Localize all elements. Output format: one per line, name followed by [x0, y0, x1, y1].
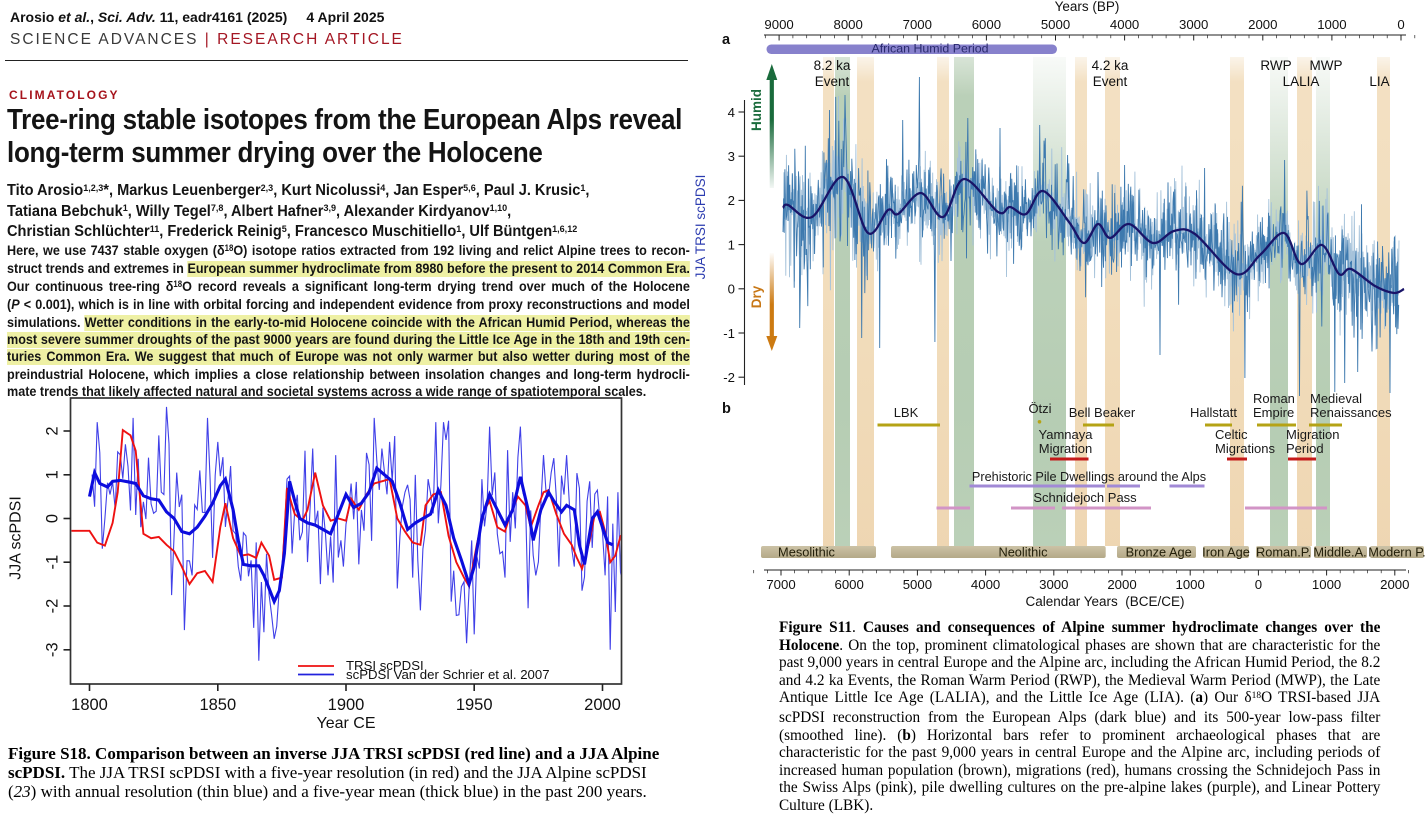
svg-text:Years (BP): Years (BP): [1055, 0, 1120, 14]
svg-text:a: a: [722, 32, 731, 48]
svg-text:Celtic: Celtic: [1215, 427, 1248, 442]
svg-text:Event: Event: [815, 74, 850, 89]
svg-text:Neolithic: Neolithic: [998, 545, 1048, 560]
svg-text:3000: 3000: [1179, 17, 1208, 32]
svg-text:1000: 1000: [1176, 577, 1205, 592]
svg-text:Mesolithic: Mesolithic: [778, 545, 835, 560]
svg-text:Schnidejoch Pass: Schnidejoch Pass: [1033, 490, 1137, 505]
svg-text:Empire: Empire: [1253, 405, 1294, 420]
svg-text:0: 0: [44, 514, 62, 523]
svg-text:Dry: Dry: [749, 285, 764, 308]
svg-text:Migration: Migration: [1286, 427, 1339, 442]
svg-text:-2: -2: [44, 599, 62, 614]
svg-text:Medieval: Medieval: [1310, 391, 1362, 406]
svg-text:2000: 2000: [1107, 577, 1136, 592]
svg-text:3: 3: [728, 149, 735, 164]
svg-text:Calendar Years (BCE/CE): Calendar Years (BCE/CE): [1025, 594, 1184, 609]
svg-text:4.2 ka: 4.2 ka: [1092, 58, 1129, 73]
svg-text:1950: 1950: [456, 696, 493, 714]
svg-text:JJA scPDSI: JJA scPDSI: [8, 496, 25, 580]
svg-text:TRSI scPDSI: TRSI scPDSI: [346, 658, 424, 673]
svg-text:LBK: LBK: [894, 405, 919, 420]
svg-text:1900: 1900: [328, 696, 365, 714]
svg-text:-1: -1: [44, 555, 62, 570]
svg-text:Year CE: Year CE: [317, 715, 376, 732]
svg-text:6000: 6000: [835, 577, 864, 592]
svg-text:Bronze Age: Bronze Age: [1126, 545, 1192, 560]
svg-text:Period: Period: [1286, 441, 1324, 456]
svg-text:African Humid Period: African Humid Period: [871, 42, 988, 56]
svg-text:9000: 9000: [764, 17, 793, 32]
svg-text:1: 1: [44, 470, 62, 479]
svg-text:5000: 5000: [1041, 17, 1070, 32]
svg-text:8.2 ka: 8.2 ka: [814, 58, 851, 73]
svg-text:2000: 2000: [1380, 577, 1409, 592]
svg-text:b: b: [722, 401, 731, 417]
svg-text:1000: 1000: [1312, 577, 1341, 592]
svg-text:2: 2: [728, 193, 735, 208]
svg-text:1850: 1850: [199, 696, 236, 714]
svg-text:Renaissances: Renaissances: [1310, 405, 1392, 420]
svg-text:Iron Age: Iron Age: [1202, 545, 1250, 560]
svg-text:4000: 4000: [1110, 17, 1139, 32]
svg-text:Yamnaya: Yamnaya: [1039, 427, 1094, 442]
svg-text:5000: 5000: [903, 577, 932, 592]
svg-text:Middle.A.: Middle.A.: [1313, 545, 1366, 560]
svg-text:7000: 7000: [766, 577, 795, 592]
svg-text:4000: 4000: [971, 577, 1000, 592]
svg-text:Migrations: Migrations: [1215, 441, 1275, 456]
svg-text:1000: 1000: [1317, 17, 1346, 32]
svg-text:JJA TRSI scPDSI: JJA TRSI scPDSI: [693, 175, 708, 280]
svg-text:scPDSI Van der Schrier et al.: scPDSI Van der Schrier et al. 2007: [346, 667, 550, 682]
svg-text:4: 4: [728, 105, 735, 120]
svg-text:8000: 8000: [834, 17, 863, 32]
svg-text:-2: -2: [723, 370, 735, 385]
svg-text:Roman.P.: Roman.P.: [1256, 545, 1311, 560]
svg-text:0: 0: [728, 282, 735, 297]
svg-text:Humid: Humid: [749, 89, 764, 131]
svg-text:Migration: Migration: [1039, 441, 1092, 456]
svg-text:6000: 6000: [972, 17, 1001, 32]
svg-text:2000: 2000: [1248, 17, 1277, 32]
svg-text:0: 0: [1255, 577, 1262, 592]
svg-text:Event: Event: [1093, 74, 1128, 89]
svg-text:LALIA: LALIA: [1283, 74, 1320, 89]
svg-text:Bell Beaker: Bell Beaker: [1069, 405, 1136, 420]
svg-text:LIA: LIA: [1369, 74, 1389, 89]
svg-text:2: 2: [44, 426, 62, 435]
svg-text:7000: 7000: [903, 17, 932, 32]
svg-text:3000: 3000: [1039, 577, 1068, 592]
svg-text:1: 1: [728, 237, 735, 252]
svg-text:2000: 2000: [584, 696, 621, 714]
svg-text:RWP: RWP: [1260, 58, 1291, 73]
svg-text:-3: -3: [44, 642, 62, 657]
svg-text:Hallstatt: Hallstatt: [1190, 405, 1237, 420]
svg-text:Roman: Roman: [1253, 391, 1295, 406]
svg-text:MWP: MWP: [1310, 58, 1343, 73]
svg-text:-1: -1: [723, 326, 735, 341]
svg-text:Modern P.: Modern P.: [1368, 545, 1425, 560]
svg-text:0: 0: [1397, 17, 1404, 32]
svg-text:Prehistoric Pile Dwellings aro: Prehistoric Pile Dwellings around the Al…: [972, 470, 1206, 484]
svg-text:1800: 1800: [71, 696, 108, 714]
svg-text:Ötzi: Ötzi: [1028, 401, 1051, 416]
